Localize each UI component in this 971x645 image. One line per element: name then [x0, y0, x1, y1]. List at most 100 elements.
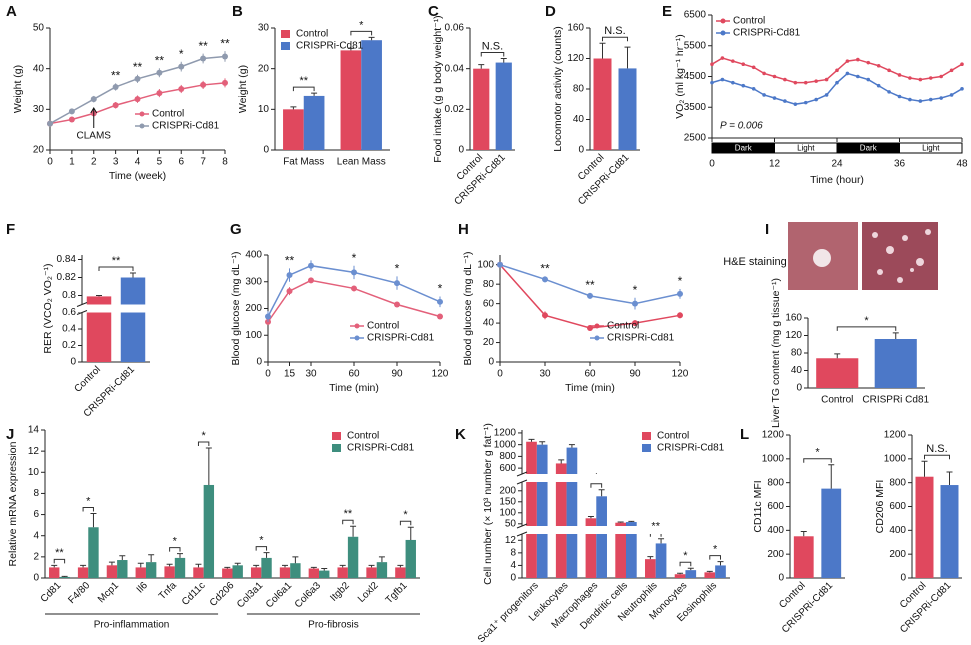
significance: **	[220, 36, 230, 50]
legend-marker	[139, 123, 145, 129]
y-tick-label: 400	[889, 525, 906, 536]
significance-bracket	[836, 326, 897, 331]
bar	[793, 536, 814, 578]
error-bar	[292, 556, 299, 564]
point	[178, 86, 185, 92]
point	[222, 53, 228, 60]
x-tick-label: 6	[178, 157, 184, 168]
x-tick-label: 3	[113, 157, 119, 168]
y-tick-label: 200	[499, 485, 516, 496]
bar	[340, 50, 362, 150]
y-tick-label: 20	[483, 337, 495, 348]
error-bar	[119, 555, 126, 561]
y-tick-label: 100	[499, 507, 516, 518]
bar	[626, 522, 637, 578]
point	[677, 312, 683, 319]
y-tick-label: 800	[889, 477, 906, 488]
point	[308, 262, 314, 269]
error-bar	[617, 521, 624, 523]
y-tick-label: 14	[28, 425, 40, 436]
error-bar	[282, 564, 288, 568]
series-line	[49, 82, 226, 125]
significance-bracket	[197, 441, 210, 446]
x-tick-label: Control	[821, 395, 853, 406]
axis-break-mark	[516, 523, 528, 537]
panel-label: F	[6, 221, 15, 238]
bar	[59, 576, 70, 578]
x-tick-label: 2	[91, 157, 97, 168]
error-bar	[311, 92, 318, 96]
bar	[566, 447, 578, 578]
axis-break	[516, 526, 730, 534]
x-tick-label: Mcp1	[96, 580, 121, 605]
legend-marker	[594, 323, 600, 329]
x-tick-label: 5	[157, 157, 163, 168]
x-tick-label: 120	[672, 369, 689, 380]
y-tick-label: 20	[258, 63, 270, 74]
bar	[203, 484, 215, 578]
y-tick-label: 0	[578, 145, 584, 156]
point	[897, 73, 902, 77]
error-bar	[108, 561, 115, 566]
error-bar	[658, 538, 665, 544]
y-tick-label: 200	[245, 303, 262, 314]
y-tick-label: 50	[33, 23, 45, 34]
he-vessel	[813, 249, 831, 267]
point	[68, 108, 75, 115]
y-tick-label: 800	[499, 451, 516, 462]
significance-bracket	[169, 547, 181, 552]
y-tick-label: 0	[510, 573, 516, 584]
bar	[279, 567, 291, 578]
x-tick-label: 8	[222, 157, 228, 168]
y-tick-label: 0	[488, 357, 494, 368]
bar	[376, 562, 388, 578]
point	[741, 83, 746, 88]
point	[876, 83, 881, 88]
error-bar	[800, 531, 807, 537]
error-bar	[90, 513, 97, 528]
x-tick-label: Cd11c	[180, 580, 208, 608]
y-tick-label: 0	[778, 573, 784, 584]
y-tick-label: 2	[33, 551, 39, 562]
bar	[536, 444, 548, 578]
bar	[585, 518, 597, 578]
y-tick-label: 0.6	[62, 307, 76, 318]
y-tick-label: 5500	[684, 40, 707, 51]
point	[835, 68, 839, 73]
bar	[347, 536, 359, 578]
panel-label: C	[428, 3, 439, 20]
legend-marker	[139, 111, 145, 117]
legend-label: CRISPRi-Cd81	[607, 333, 675, 344]
point	[677, 290, 683, 297]
y-tick-label: 0	[33, 573, 39, 584]
point	[939, 74, 943, 79]
significance-bracket	[98, 266, 134, 271]
x-tick-label: 0	[497, 369, 503, 380]
axis-break	[76, 304, 150, 313]
significance: *	[259, 535, 264, 547]
error-bar	[478, 64, 485, 69]
error-bar	[368, 564, 375, 568]
bar	[645, 559, 656, 578]
panel-label: G	[230, 221, 242, 238]
legend-label: Control	[657, 431, 689, 442]
y-axis-label: CD206 MFI	[874, 480, 886, 534]
x-tick-label: 30	[305, 369, 317, 380]
error-bar	[347, 47, 354, 51]
series-line	[711, 72, 963, 105]
y-tick-label: 50	[505, 518, 517, 529]
y-tick-label: 8	[33, 488, 39, 499]
significance: *	[359, 19, 364, 31]
x-tick-label: Il6	[135, 580, 151, 596]
point	[751, 65, 756, 70]
point	[394, 301, 400, 308]
error-bar	[687, 567, 694, 571]
x-tick-label: Col6a3	[293, 580, 323, 610]
y-tick-label: 160	[567, 23, 584, 34]
significance-bracket	[255, 546, 268, 551]
y-tick-label: 160	[785, 313, 802, 324]
point	[394, 280, 400, 287]
bar	[821, 488, 842, 578]
axis-break	[516, 474, 730, 482]
